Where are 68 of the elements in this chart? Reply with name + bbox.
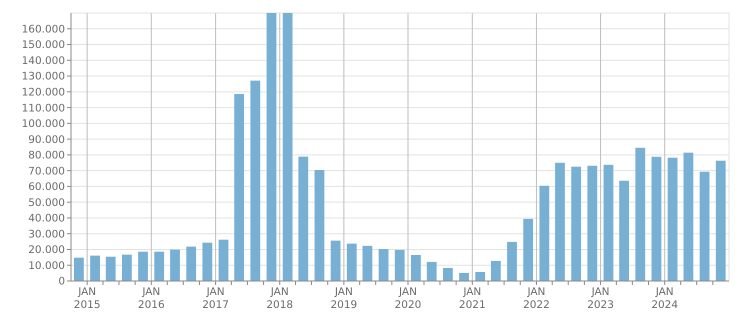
bar bbox=[298, 156, 308, 281]
bar bbox=[507, 242, 517, 281]
bar bbox=[74, 258, 84, 281]
bar bbox=[571, 166, 582, 281]
y-tick-label: 50.000 bbox=[28, 196, 65, 209]
y-tick-label: 160.000 bbox=[22, 23, 65, 36]
bar bbox=[442, 268, 453, 281]
bar bbox=[202, 242, 212, 281]
bar bbox=[475, 272, 486, 281]
bar bbox=[523, 218, 534, 281]
bar bbox=[122, 254, 132, 281]
bar bbox=[700, 172, 710, 281]
x-tick-label: JAN 2015 bbox=[74, 286, 101, 311]
bar bbox=[346, 244, 357, 281]
y-tick-label: 110.000 bbox=[22, 102, 65, 114]
bar bbox=[459, 272, 469, 281]
bar bbox=[539, 186, 550, 281]
y-tick-label: 120.000 bbox=[22, 86, 65, 98]
bar bbox=[234, 94, 244, 281]
bar bbox=[90, 256, 100, 281]
y-tick-label: 70.000 bbox=[28, 165, 65, 178]
y-tick-label: 10.000 bbox=[28, 260, 65, 272]
bar bbox=[635, 148, 646, 281]
y-tick-label: 30.000 bbox=[28, 228, 65, 240]
bar bbox=[282, 13, 293, 281]
bar bbox=[186, 246, 196, 281]
x-tick-label: JAN 2018 bbox=[266, 286, 294, 311]
bar bbox=[716, 160, 726, 281]
y-tick-label: 140.000 bbox=[22, 54, 65, 67]
y-tick-label: 20.000 bbox=[28, 244, 65, 256]
x-tick-label: JAN 2021 bbox=[458, 286, 486, 311]
x-tick-label: JAN 2024 bbox=[651, 286, 678, 311]
y-tick-label: 150.000 bbox=[22, 39, 65, 52]
y-tick-label: 90.000 bbox=[28, 134, 65, 146]
bar bbox=[314, 170, 324, 281]
bar bbox=[587, 166, 598, 281]
x-tick-label: JAN 2019 bbox=[330, 286, 358, 311]
bar bbox=[652, 156, 662, 281]
bar bbox=[555, 162, 565, 281]
x-tick-label: JAN 2020 bbox=[394, 286, 422, 311]
x-tick-label: JAN 2023 bbox=[587, 286, 614, 311]
bar bbox=[362, 246, 372, 281]
y-tick-label: 100.000 bbox=[22, 118, 65, 130]
y-tick-label: 130.000 bbox=[22, 70, 65, 83]
y-tick-label: 80.000 bbox=[28, 150, 65, 162]
y-tick-label: 0 bbox=[58, 276, 65, 288]
bar bbox=[138, 252, 148, 281]
bar bbox=[218, 240, 228, 281]
bar bbox=[394, 250, 405, 281]
x-tick-label: JAN 2022 bbox=[523, 286, 550, 311]
x-tick-label: JAN 2017 bbox=[202, 286, 229, 311]
bar bbox=[106, 256, 116, 281]
bar bbox=[490, 260, 501, 281]
bar bbox=[684, 152, 694, 281]
bar bbox=[668, 158, 678, 281]
y-tick-label: 60.000 bbox=[28, 181, 65, 194]
bar bbox=[266, 13, 276, 281]
bar bbox=[604, 164, 614, 281]
bar bbox=[250, 80, 260, 281]
bar bbox=[378, 249, 388, 281]
bar bbox=[411, 254, 421, 281]
x-tick-label: JAN 2016 bbox=[138, 286, 165, 311]
bar bbox=[619, 180, 630, 281]
bar bbox=[170, 250, 180, 281]
bar bbox=[154, 252, 164, 281]
bar bbox=[330, 240, 341, 281]
bar bbox=[426, 262, 437, 281]
y-tick-label: 40.000 bbox=[28, 212, 65, 225]
